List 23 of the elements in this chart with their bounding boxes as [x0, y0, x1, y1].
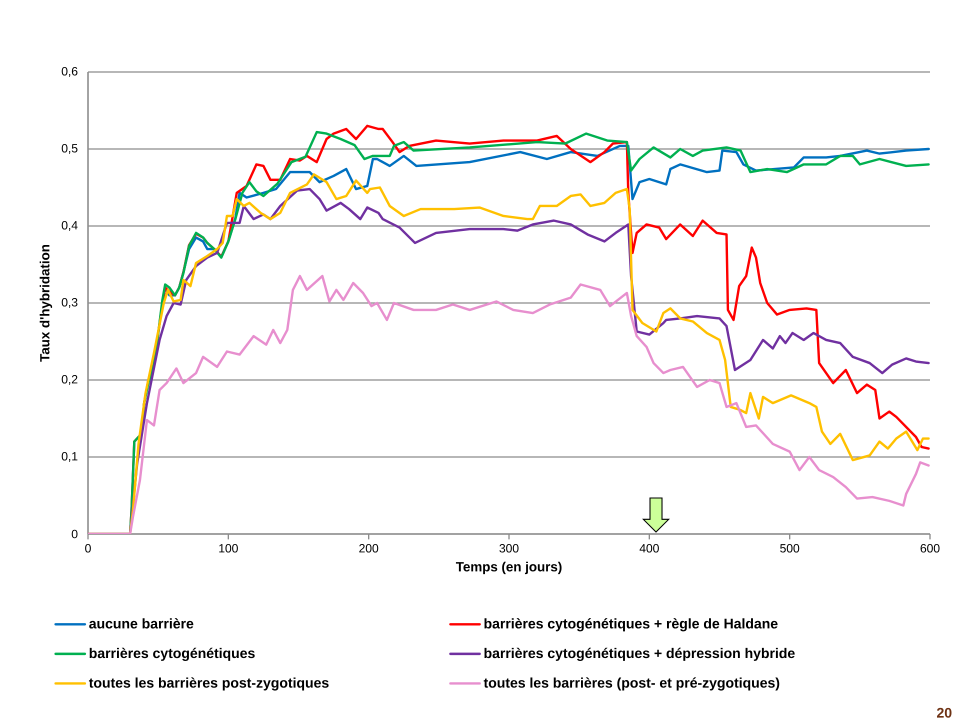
y-tick-label: 0,1: [62, 452, 78, 462]
y-axis-title: Taux d'hybridation: [40, 244, 52, 362]
legend-label: aucune barrière: [89, 618, 194, 629]
y-tick-label: 0: [72, 530, 78, 538]
x-tick-label: 100: [219, 544, 238, 553]
y-tick-label: 0,6: [62, 67, 78, 77]
x-tick-label: 300: [499, 544, 519, 553]
legend-label: barrières cytogénétiques: [90, 648, 255, 661]
x-tick-label: 200: [359, 544, 378, 553]
text: 20: [936, 708, 952, 718]
x-tick-label: 500: [780, 544, 800, 553]
y-tick-label: 0,4: [62, 221, 78, 231]
legend-label: toutes les barrières (post- et pré-zygotiques): [484, 677, 780, 691]
legend-label: barrières cytogénétiques + dépression hybride: [484, 648, 795, 661]
x-axis-title: Temps (en jours): [456, 562, 562, 574]
legend-label: barrières cytogénétiques + règle de Haldane: [484, 618, 778, 632]
x-tick-label: 400: [640, 544, 659, 553]
y-tick-label: 0,2: [62, 375, 78, 385]
y-tick-label: 0,5: [62, 144, 78, 154]
legend-label: toutes les barrières post-zygotiques: [88, 677, 329, 691]
y-tick-label: 0,3: [62, 298, 78, 308]
x-tick-label: 0: [85, 544, 91, 553]
x-tick-label: 600: [920, 544, 940, 553]
